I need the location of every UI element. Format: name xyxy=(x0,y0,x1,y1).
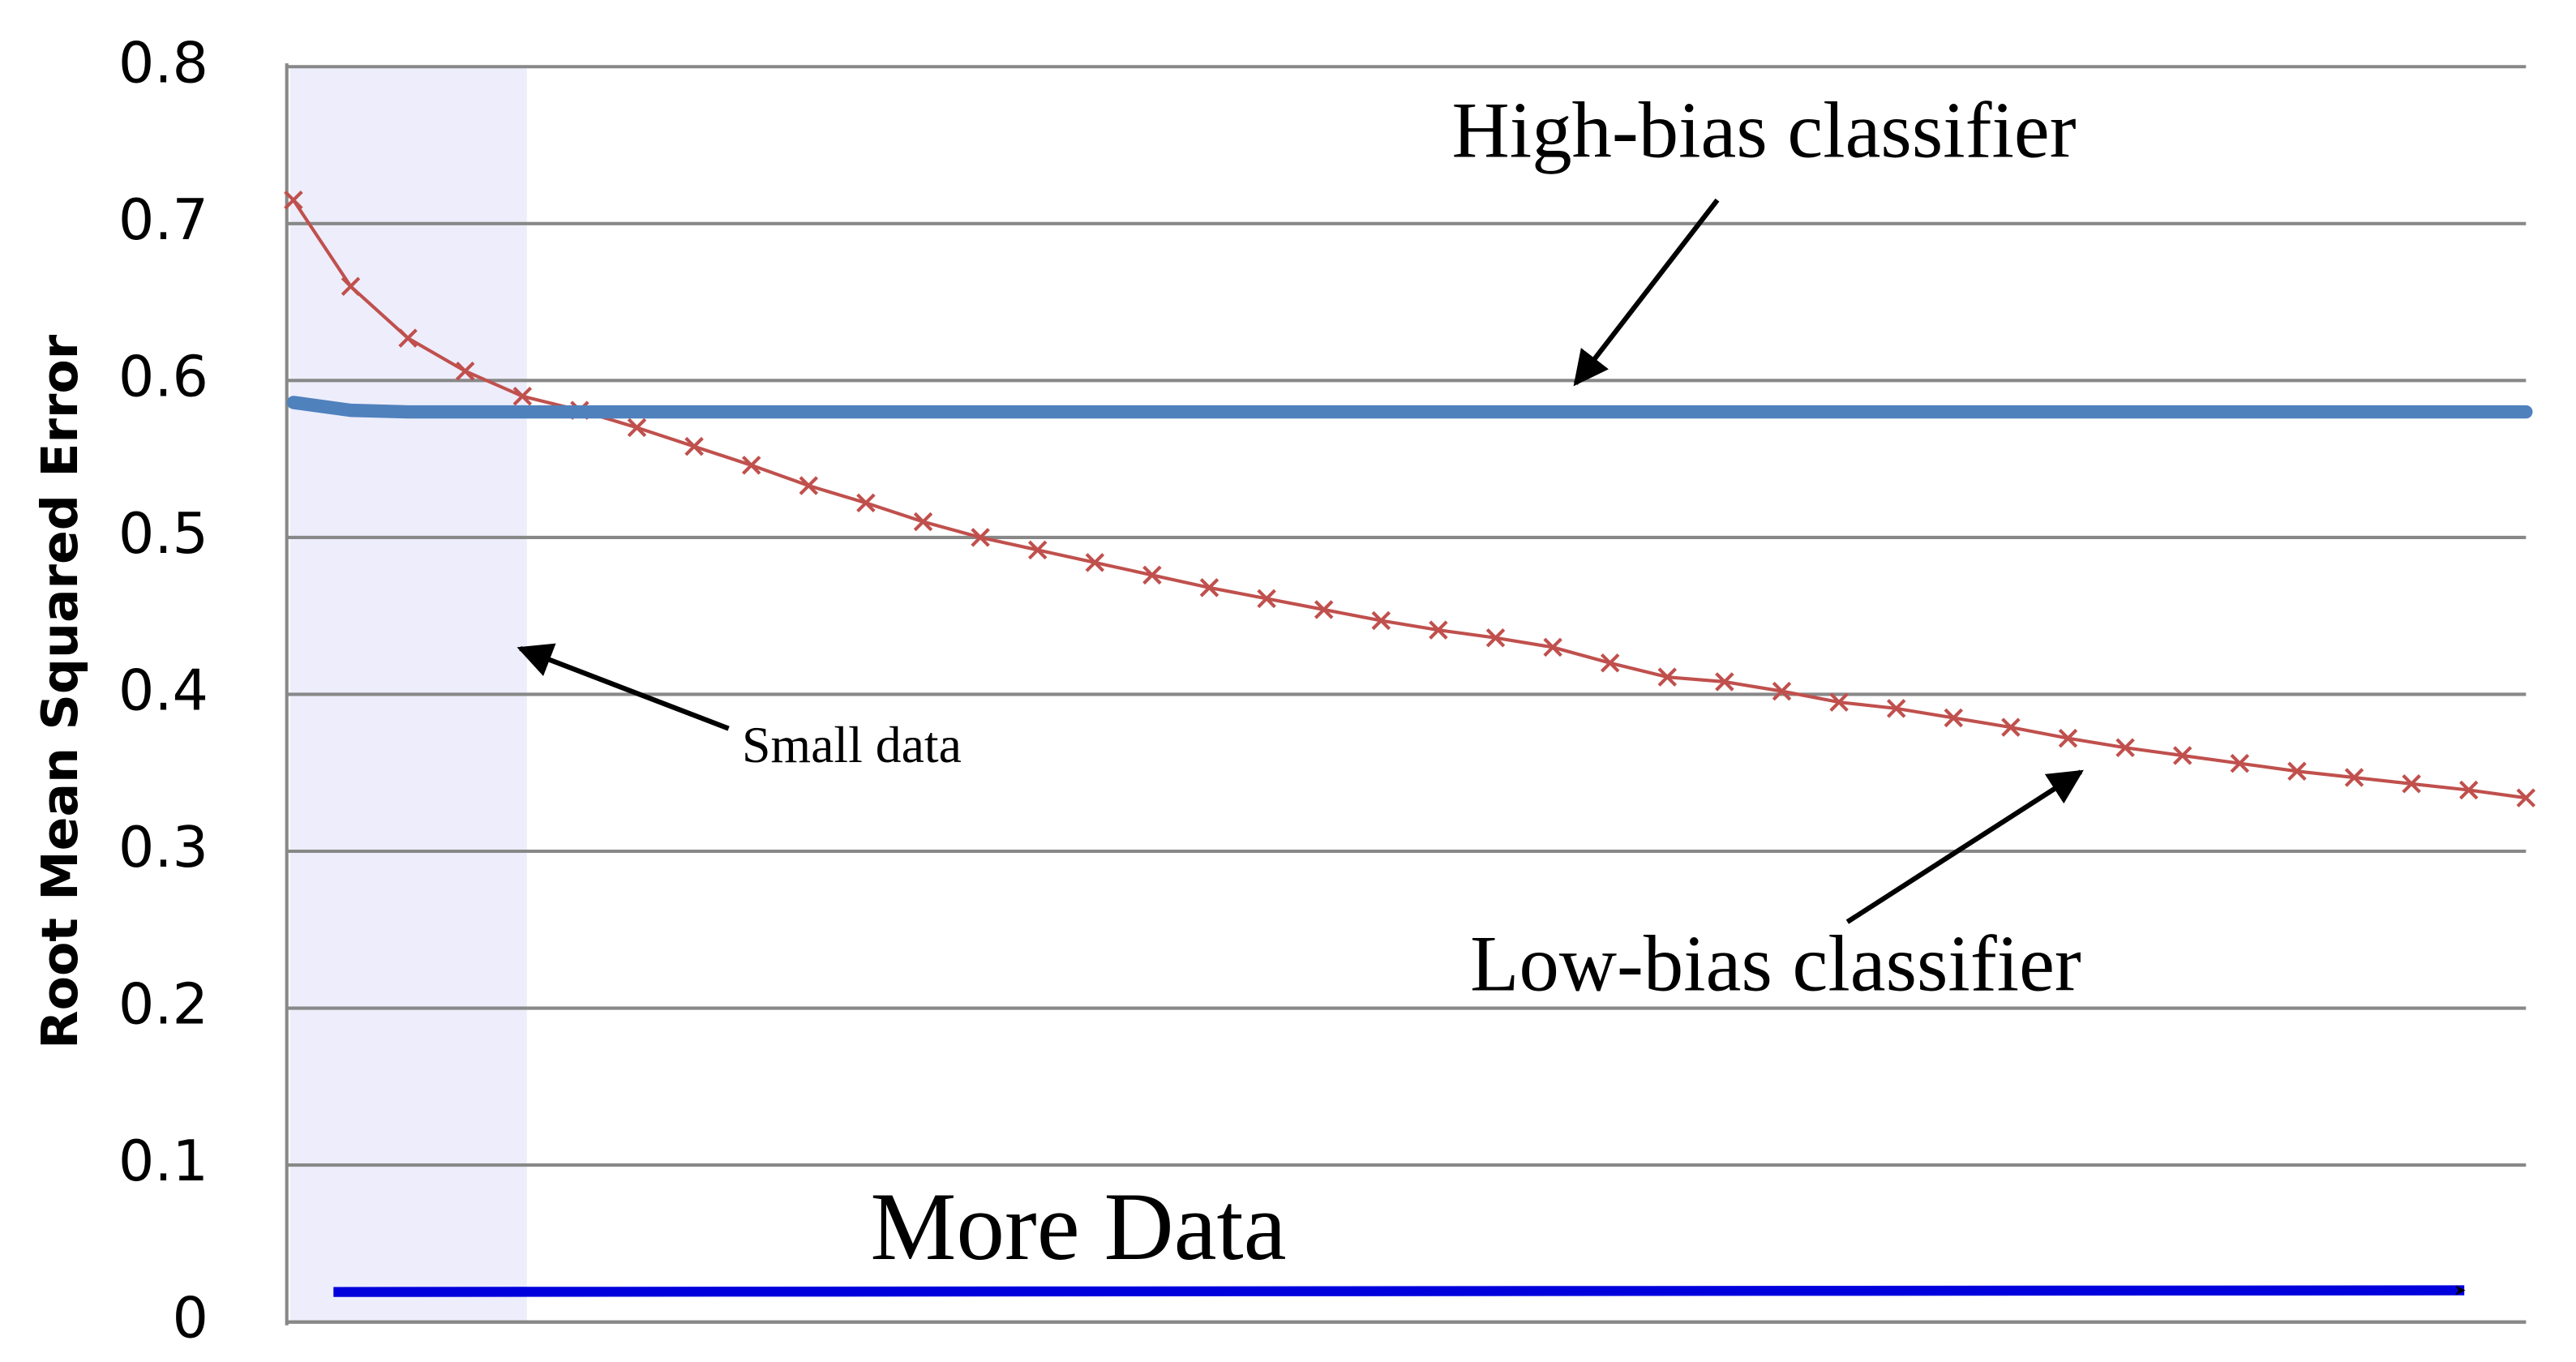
data-point xyxy=(2344,768,2364,787)
annotation: Low-bias classifier xyxy=(1470,919,2081,1008)
data-point xyxy=(1715,672,1734,692)
data-point xyxy=(2230,753,2250,773)
y-axis-label: Root Mean Squared Error xyxy=(31,334,89,1049)
annotation: High-bias classifier xyxy=(1452,86,2077,174)
data-point xyxy=(1314,600,1334,619)
data-point xyxy=(1085,553,1105,572)
y-tick-label: 0.3 xyxy=(118,815,208,880)
data-point xyxy=(2287,761,2307,782)
y-tick-label: 0 xyxy=(173,1286,208,1351)
data-point xyxy=(913,512,933,532)
data-point xyxy=(1657,667,1678,687)
data-point xyxy=(2458,780,2479,800)
data-point xyxy=(1027,540,1048,560)
series-line xyxy=(291,198,2528,800)
data-point xyxy=(684,436,704,456)
data-point xyxy=(1829,692,1849,712)
data-point xyxy=(799,476,819,495)
annotation-arrow xyxy=(516,643,730,731)
annotation: Small data xyxy=(742,716,962,773)
y-tick-label: 0.7 xyxy=(118,187,208,253)
plot-area xyxy=(284,191,2536,807)
data-point xyxy=(2402,774,2421,794)
data-point xyxy=(2115,738,2135,757)
data-point xyxy=(2001,717,2021,737)
more-data-arrow xyxy=(333,1285,2466,1297)
data-point xyxy=(856,493,876,513)
y-tick-label: 0.6 xyxy=(118,344,208,409)
series-line xyxy=(286,396,2533,419)
data-point xyxy=(1257,589,1276,609)
y-tick-label: 0.4 xyxy=(118,657,208,723)
data-point xyxy=(1371,610,1391,631)
y-tick-label: 0.5 xyxy=(118,501,208,567)
data-point xyxy=(2172,746,2192,765)
data-point xyxy=(1199,578,1219,597)
data-point xyxy=(1772,681,1792,701)
data-point xyxy=(1485,628,1506,648)
data-point xyxy=(284,191,303,210)
data-point xyxy=(1543,637,1562,657)
data-point xyxy=(971,528,990,547)
data-point xyxy=(398,328,418,348)
annotation: More Data xyxy=(870,1173,1286,1280)
data-point xyxy=(455,362,475,381)
data-point xyxy=(1429,620,1448,640)
annotation-arrow xyxy=(1573,198,1720,387)
data-point xyxy=(341,276,361,296)
data-point xyxy=(512,386,533,406)
data-point xyxy=(741,456,761,475)
data-point xyxy=(1142,565,1162,585)
data-point xyxy=(2516,788,2536,807)
annotation-arrow xyxy=(1845,769,2084,924)
data-point xyxy=(1886,699,1906,718)
y-tick-label: 0.1 xyxy=(118,1129,208,1194)
y-tick-label: 0.2 xyxy=(118,972,208,1038)
grid xyxy=(286,65,2527,1324)
data-point xyxy=(627,418,647,438)
data-point xyxy=(1600,653,1620,673)
y-tick-label: 0.8 xyxy=(118,30,208,96)
data-point xyxy=(2058,728,2078,748)
data-point xyxy=(1944,708,1964,728)
